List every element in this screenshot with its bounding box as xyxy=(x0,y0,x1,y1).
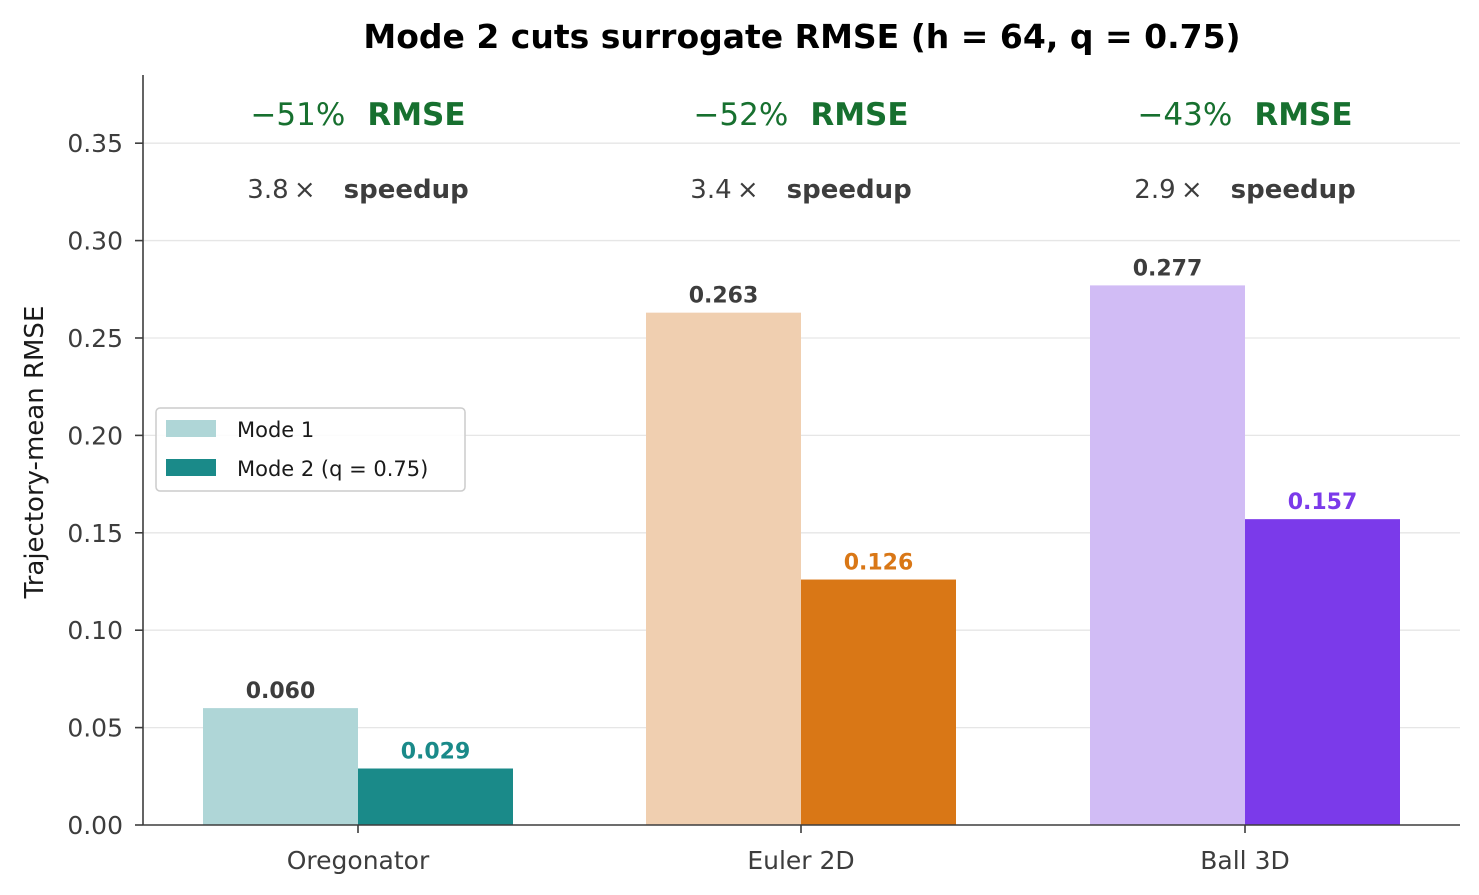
bar-value-label-mode2: 0.029 xyxy=(401,740,471,765)
bar-value-label-mode1: 0.263 xyxy=(689,284,759,309)
legend-frame xyxy=(155,407,466,492)
bar-mode2 xyxy=(801,579,956,825)
y-tick-label: 0.25 xyxy=(67,324,123,353)
bars xyxy=(203,285,1400,825)
legend-label-mode1: Mode 1 xyxy=(237,418,314,442)
bar-value-label-mode1: 0.060 xyxy=(246,679,316,704)
speedup-annotation: 3.4 × speedup xyxy=(690,175,911,205)
legend: Mode 1 Mode 2 (q = 0.75) xyxy=(155,407,466,492)
y-axis-label: Trajectory-mean RMSE xyxy=(20,306,50,600)
speedup-annotation: 3.8 × speedup xyxy=(247,175,468,205)
y-tick-label: 0.00 xyxy=(67,811,123,840)
rmse-change-annotation: −51% RMSE xyxy=(250,97,465,133)
bar-mode2 xyxy=(358,768,513,825)
bar-mode1 xyxy=(203,708,358,825)
annotations: −51% RMSE 3.8 × speedup −52% RMSE 3.4 × speedup… xyxy=(247,97,1355,205)
y-tick-label: 0.30 xyxy=(67,227,123,256)
x-tick-label: Euler 2D xyxy=(747,846,854,875)
rmse-change-annotation: −43% RMSE xyxy=(1137,97,1352,133)
legend-swatch-mode1 xyxy=(166,420,216,437)
y-tick-label: 0.10 xyxy=(67,616,123,645)
speedup-annotation: 2.9 × speedup xyxy=(1134,175,1355,205)
chart-title: Mode 2 cuts surrogate RMSE (h = 64, q = … xyxy=(363,17,1240,56)
bar-value-labels: 0.060 0.029 0.263 0.126 0.277 0.157 xyxy=(246,256,1358,764)
bar-value-label-mode1: 0.277 xyxy=(1133,256,1203,281)
bar-value-label-mode2: 0.126 xyxy=(844,551,914,576)
x-tick-label: Oregonator xyxy=(287,846,430,875)
y-tick-label: 0.05 xyxy=(67,714,123,743)
bar-value-label-mode2: 0.157 xyxy=(1288,490,1358,515)
bar-mode2 xyxy=(1245,519,1400,825)
x-tick-label: Ball 3D xyxy=(1200,846,1289,875)
legend-label-mode2: Mode 2 (q = 0.75) xyxy=(237,457,428,481)
axes: 0.00 0.05 0.10 0.15 0.20 0.25 0.30 0.35 Oregonat… xyxy=(67,75,1460,875)
y-tick-label: 0.15 xyxy=(67,519,123,548)
legend-swatch-mode2 xyxy=(166,459,216,476)
bar-mode1 xyxy=(646,312,801,825)
bar-mode1 xyxy=(1090,285,1245,825)
y-tick-label: 0.35 xyxy=(67,129,123,158)
y-tick-label: 0.20 xyxy=(67,421,123,450)
rmse-change-annotation: −52% RMSE xyxy=(693,97,908,133)
